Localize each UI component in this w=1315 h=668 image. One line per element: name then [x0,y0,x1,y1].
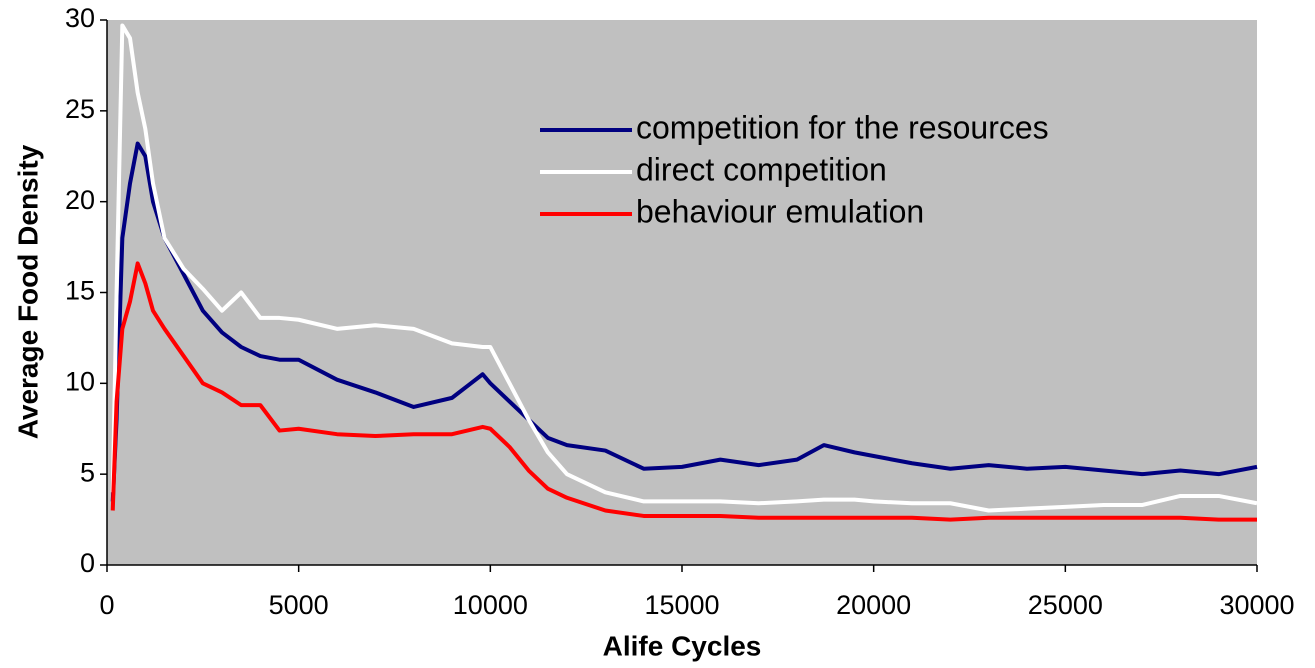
x-tick-label: 10000 [453,590,528,620]
y-tick-label: 10 [65,366,95,396]
y-tick-label: 30 [65,3,95,33]
series-line [110,261,1257,522]
legend-label: direct competition [636,151,887,187]
y-axis-title: Average Food Density [12,144,43,439]
x-axis-title: Alife Cycles [603,630,762,661]
legend-label: competition for the resources [636,109,1049,145]
x-tick-label: 25000 [1028,590,1103,620]
x-tick-label: 0 [99,590,114,620]
y-tick-label: 5 [80,457,95,487]
y-tick-label: 25 [65,94,95,124]
series-line [110,23,1258,513]
x-tick-label: 15000 [644,590,719,620]
y-tick-label: 20 [65,185,95,215]
x-tick-label: 5000 [269,590,329,620]
y-tick-label: 0 [80,548,95,578]
y-tick-label: 15 [65,276,95,306]
plot-area [107,20,1257,565]
x-tick-label: 30000 [1219,590,1294,620]
x-tick-label: 20000 [836,590,911,620]
legend-label: behaviour emulation [636,193,924,229]
